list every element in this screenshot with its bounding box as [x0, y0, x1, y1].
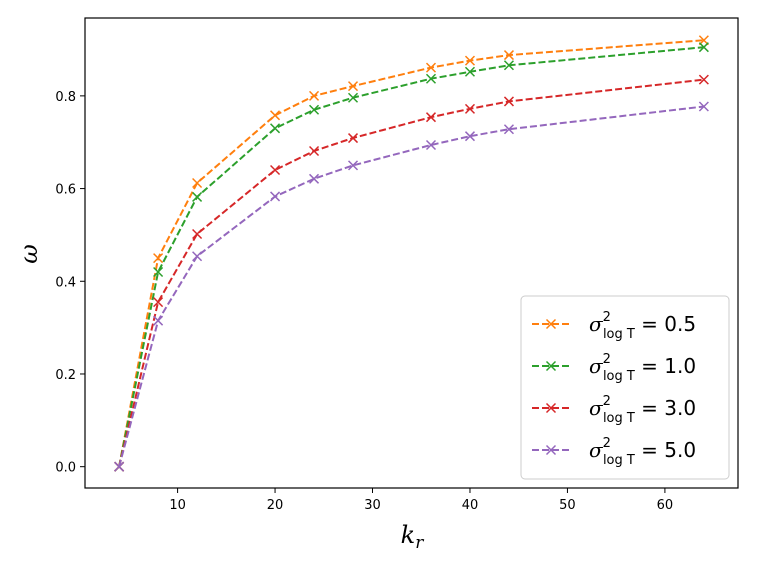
series-3-marker	[192, 251, 203, 262]
series-1-marker	[153, 266, 164, 278]
series-1-marker	[503, 60, 514, 71]
legend-marker-2	[545, 402, 557, 414]
plot-area	[114, 35, 709, 472]
series-3-marker	[347, 160, 359, 171]
series-line-2	[118, 78, 705, 467]
series-2-marker	[270, 165, 281, 176]
series-2-marker	[153, 297, 164, 308]
legend-label-0: σ2 log T = 0.5	[589, 310, 696, 342]
series-0-marker	[347, 81, 359, 92]
series-2-marker	[698, 74, 709, 85]
series-2-marker	[347, 133, 359, 144]
series-0-marker	[192, 177, 203, 189]
legend-label-2: σ2 log T = 3.0	[589, 394, 696, 426]
series-3-marker	[464, 131, 476, 142]
y-tick-label: 0.8	[55, 90, 76, 105]
series-0-marker	[270, 110, 281, 121]
x-tick-label: 30	[364, 498, 381, 513]
series-1-marker	[464, 66, 476, 77]
series-3-marker	[698, 101, 709, 112]
series-0-marker	[503, 50, 514, 61]
series-3-marker	[153, 315, 164, 326]
x-tick-label: 20	[267, 498, 284, 513]
legend-label-3: σ2 log T = 5.0	[589, 436, 696, 468]
series-1-marker	[698, 42, 709, 53]
series-2-marker	[464, 103, 476, 114]
x-tick-label: 60	[657, 498, 674, 513]
legend-marker-0	[545, 318, 557, 330]
series-3-marker	[114, 461, 125, 472]
series-3-marker	[503, 124, 514, 135]
series-2-marker	[309, 145, 320, 157]
series-0-marker	[425, 62, 437, 73]
series-0-marker	[153, 253, 164, 264]
series-1-marker	[192, 191, 203, 202]
axes-frame	[84, 17, 739, 489]
x-tick-label: 10	[169, 498, 186, 513]
legend-box	[520, 295, 730, 480]
legend-marker-3	[545, 444, 557, 456]
x-tick-label: 50	[559, 498, 576, 513]
x-tick-label: 40	[462, 498, 479, 513]
y-tick-label: 0.6	[55, 183, 76, 198]
series-0-marker	[309, 90, 320, 101]
series-3-marker	[270, 191, 281, 202]
legend: σ2 log T = 0.5 σ2 log T = 1.0 σ2 log T = 3.0 σ…	[520, 295, 730, 480]
series-0-marker	[464, 55, 476, 66]
legend-label-1: σ2 log T = 1.0	[589, 352, 696, 384]
series-2-marker	[425, 112, 437, 123]
series-1-marker	[347, 92, 359, 103]
series-1-marker	[270, 123, 281, 134]
series-2-marker	[503, 96, 514, 107]
legend-marker-1	[545, 360, 557, 372]
y-tick-label: 0.0	[55, 461, 76, 476]
axes: 10 20 30 40 50 60 0.0 0.2 0.4 0.6 0.8	[55, 17, 739, 513]
series-3-marker	[309, 173, 320, 184]
y-tick-label: 0.4	[55, 275, 76, 290]
series-2-marker	[192, 228, 203, 240]
series-1-marker	[309, 104, 320, 115]
x-axis-label: kr	[401, 521, 425, 553]
y-axis-label: ω	[15, 244, 43, 264]
y-tick-label: 0.2	[55, 368, 76, 383]
series-line-0	[118, 39, 704, 467]
series-line-1	[118, 46, 704, 467]
series-3-marker	[425, 139, 437, 151]
series-1-marker	[425, 73, 437, 84]
